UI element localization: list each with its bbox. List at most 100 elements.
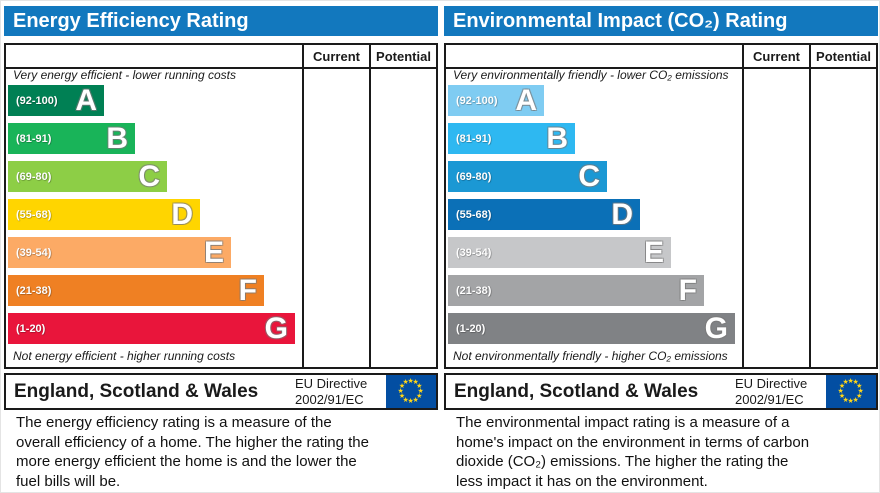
energy-rating-chart: Current Potential Very energy efficient … <box>4 43 438 369</box>
eu-directive-label: EU Directive 2002/91/EC <box>295 376 367 408</box>
eu-directive-line1: EU Directive <box>295 376 368 391</box>
header-row-divider <box>6 67 436 69</box>
co2-description: The environmental impact rating is a mea… <box>456 414 810 490</box>
rating-band-b: (81-91) B <box>448 123 575 154</box>
eu-flag-star: ★ <box>847 378 854 385</box>
band-score-range: (1-20) <box>456 322 486 335</box>
eu-directive-label: EU Directive 2002/91/EC <box>735 376 807 408</box>
energy-description: The energy efficiency rating is a measur… <box>16 414 369 490</box>
potential-column-header: Potential <box>816 49 871 64</box>
band-score-range: (1-20) <box>16 322 46 335</box>
rating-band-c: (69-80) C <box>448 161 607 192</box>
band-letter: F <box>238 274 257 307</box>
band-letter: B <box>546 122 568 155</box>
rating-band-e: (39-54) E <box>8 237 231 268</box>
band-letter: G <box>704 312 728 345</box>
eu-flag-star: ★ <box>407 398 414 405</box>
band-letter: B <box>106 122 128 155</box>
band-score-range: (81-91) <box>456 132 492 145</box>
rating-band-d: (55-68) D <box>8 199 200 230</box>
rating-band-c: (69-80) C <box>8 161 167 192</box>
eu-directive-line2: 2002/91/EC <box>735 392 804 407</box>
eu-flag: ★ ★ ★ ★ ★ ★ ★ ★ ★ ★ ★ ★ <box>826 375 876 408</box>
eu-flag-star: ★ <box>842 396 849 404</box>
rating-band-d: (55-68) D <box>448 199 640 230</box>
band-score-range: (21-38) <box>456 284 492 297</box>
band-score-range: (92-100) <box>16 94 58 107</box>
eu-flag-star: ★ <box>412 379 419 387</box>
region-footer: England, Scotland & Wales EU Directive 2… <box>444 373 878 410</box>
eu-flag-star: ★ <box>402 396 409 404</box>
eu-flag-star: ★ <box>412 396 419 404</box>
eu-flag-star: ★ <box>407 378 414 385</box>
band-letter: A <box>515 84 537 117</box>
eu-flag-star: ★ <box>398 383 406 390</box>
top-caption: Very energy efficient - lower running co… <box>13 68 236 82</box>
band-score-range: (69-80) <box>16 170 52 183</box>
eu-flag-star: ★ <box>842 379 849 387</box>
eu-flag-star: ★ <box>416 393 423 400</box>
eu-flag-star: ★ <box>847 398 854 405</box>
band-letter: D <box>611 198 633 231</box>
eu-flag-star: ★ <box>397 388 404 395</box>
band-score-range: (55-68) <box>16 208 52 221</box>
band-score-range: (21-38) <box>16 284 52 297</box>
eu-directive-line1: EU Directive <box>735 376 808 391</box>
current-column-header: Current <box>753 49 800 64</box>
band-letter: F <box>678 274 697 307</box>
rating-band-g: (1-20) G <box>8 313 295 344</box>
rating-band-a: (92-100) A <box>448 85 544 116</box>
column-divider <box>369 45 371 367</box>
co2-rating-chart: Current Potential Very environmentally f… <box>444 43 878 369</box>
band-letter: A <box>75 84 97 117</box>
eu-flag-star: ★ <box>838 383 846 390</box>
band-letter: E <box>643 236 664 269</box>
region-label: England, Scotland & Wales <box>14 381 259 402</box>
band-letter: C <box>138 160 160 193</box>
eu-flag-star: ★ <box>417 388 424 395</box>
band-letter: C <box>578 160 600 193</box>
column-divider <box>809 45 811 367</box>
eu-flag-star: ★ <box>857 388 864 395</box>
band-letter: E <box>203 236 224 269</box>
co2-panel-title: Environmental Impact (CO₂) Rating <box>444 6 878 36</box>
rating-band-f: (21-38) F <box>8 275 264 306</box>
band-letter: D <box>171 198 193 231</box>
potential-column-header: Potential <box>376 49 431 64</box>
column-divider <box>742 45 744 367</box>
eu-flag-star: ★ <box>402 379 409 387</box>
rating-band-e: (39-54) E <box>448 237 671 268</box>
header-row-divider <box>446 67 876 69</box>
band-score-range: (39-54) <box>456 246 492 259</box>
eu-flag-star: ★ <box>856 393 863 400</box>
eu-flag-star: ★ <box>852 379 859 387</box>
energy-efficiency-panel: Energy Efficiency Rating Current Potenti… <box>4 1 438 492</box>
band-score-range: (39-54) <box>16 246 52 259</box>
column-divider <box>302 45 304 367</box>
environmental-impact-panel: Environmental Impact (CO₂) Rating Curren… <box>444 1 878 492</box>
eu-flag-star: ★ <box>838 393 846 400</box>
band-score-range: (92-100) <box>456 94 498 107</box>
rating-band-b: (81-91) B <box>8 123 135 154</box>
eu-flag-star: ★ <box>837 388 844 395</box>
rating-band-f: (21-38) F <box>448 275 704 306</box>
eu-flag-star: ★ <box>852 396 859 404</box>
rating-band-g: (1-20) G <box>448 313 735 344</box>
bottom-caption: Not environmentally friendly - higher CO… <box>453 349 728 363</box>
band-score-range: (81-91) <box>16 132 52 145</box>
eu-flag-star: ★ <box>416 383 423 390</box>
energy-panel-title: Energy Efficiency Rating <box>4 6 438 36</box>
eu-flag-star: ★ <box>398 393 406 400</box>
band-letter: G <box>264 312 288 345</box>
eu-flag-star: ★ <box>856 383 863 390</box>
region-footer: England, Scotland & Wales EU Directive 2… <box>4 373 438 410</box>
rating-band-a: (92-100) A <box>8 85 104 116</box>
eu-flag: ★ ★ ★ ★ ★ ★ ★ ★ ★ ★ ★ ★ <box>386 375 436 408</box>
top-caption: Very environmentally friendly - lower CO… <box>453 68 729 82</box>
band-score-range: (69-80) <box>456 170 492 183</box>
eu-directive-line2: 2002/91/EC <box>295 392 364 407</box>
band-score-range: (55-68) <box>456 208 492 221</box>
region-label: England, Scotland & Wales <box>454 381 699 402</box>
bottom-caption: Not energy efficient - higher running co… <box>13 349 236 363</box>
